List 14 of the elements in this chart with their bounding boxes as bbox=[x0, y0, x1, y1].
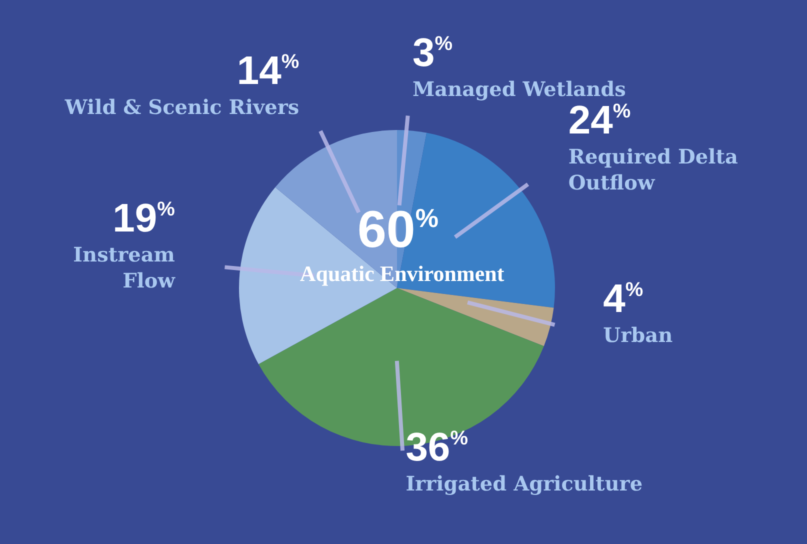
data-label: 36% bbox=[406, 426, 468, 470]
text: Aquatic Environment bbox=[300, 261, 505, 286]
data-label: 19% bbox=[112, 196, 176, 240]
slice-label: Wild & Scenic Rivers bbox=[64, 94, 300, 119]
data-label: 3% bbox=[412, 30, 453, 75]
data-label: 14% bbox=[236, 48, 300, 93]
data-label: 4% bbox=[603, 277, 644, 322]
slice-label: Instream Flow bbox=[73, 242, 176, 292]
slice-label: Irrigated Agriculture bbox=[406, 472, 643, 496]
text: 60% bbox=[358, 201, 438, 259]
slice-label: Managed Wetlands bbox=[412, 76, 626, 101]
slice-label: Required Delta Outflow bbox=[568, 144, 738, 195]
slice-label: Urban bbox=[603, 323, 674, 348]
data-label: 24% bbox=[568, 98, 631, 143]
